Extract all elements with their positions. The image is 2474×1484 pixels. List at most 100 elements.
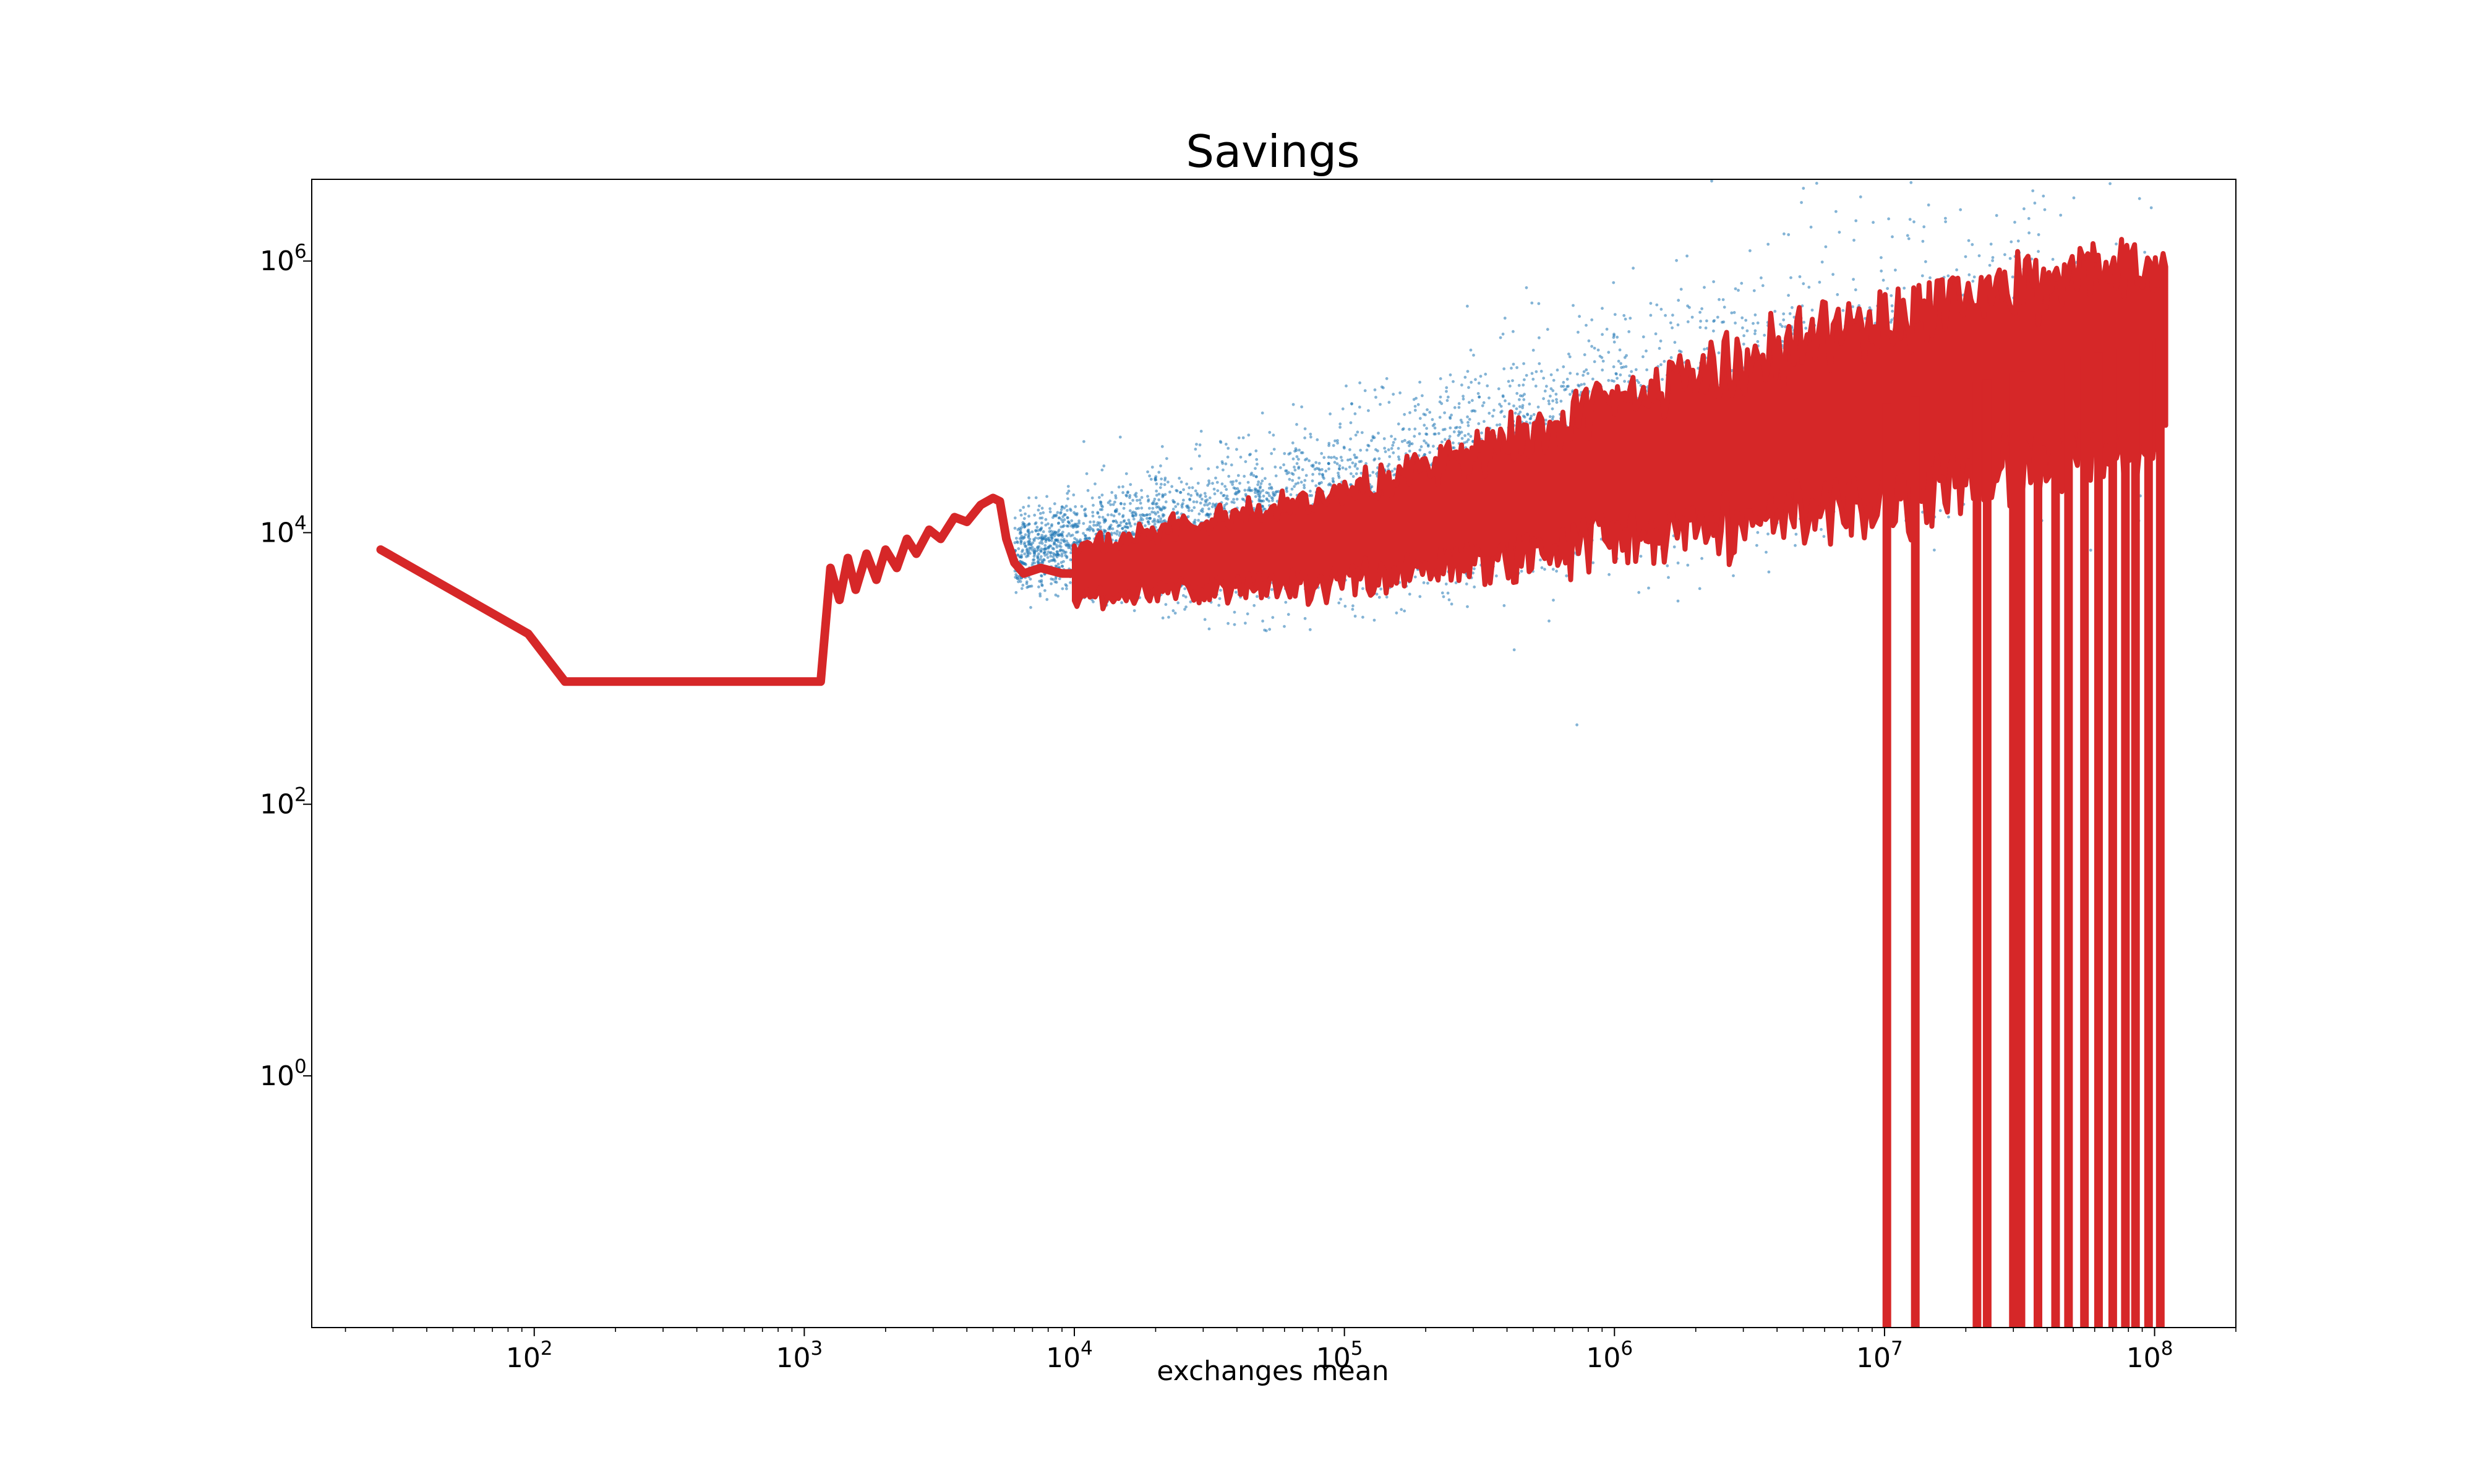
scatter-point	[1027, 522, 1031, 526]
scatter-point	[1800, 201, 1804, 204]
scatter-point	[1540, 566, 1544, 569]
scatter-point	[1023, 541, 1026, 545]
scatter-point	[1321, 475, 1325, 479]
scatter-point	[1106, 513, 1110, 517]
scatter-point	[1238, 482, 1241, 485]
scatter-point	[1717, 351, 1721, 355]
scatter-point	[1293, 468, 1297, 472]
scatter-point	[1379, 403, 1382, 406]
scatter-point	[1531, 377, 1535, 381]
scatter-point	[2008, 257, 2012, 260]
scatter-point	[1619, 362, 1623, 365]
scatter-point	[1059, 548, 1063, 552]
scatter-point	[1019, 555, 1023, 559]
scatter-point	[1607, 573, 1611, 576]
scatter-point	[1262, 507, 1265, 511]
scatter-point	[1227, 474, 1231, 478]
scatter-point	[1267, 500, 1271, 503]
scatter-point	[1368, 474, 1372, 477]
scatter-point	[1382, 437, 1386, 440]
scatter-point	[1710, 179, 1713, 183]
scatter-point	[1649, 302, 1653, 305]
scatter-point	[1019, 540, 1023, 544]
scatter-point	[1055, 544, 1058, 547]
scatter-point	[1470, 380, 1473, 384]
scatter-point	[1686, 320, 1690, 323]
scatter-point	[1259, 485, 1262, 488]
scatter-point	[1022, 536, 1026, 539]
scatter-point	[1110, 491, 1114, 494]
scatter-point	[1671, 313, 1674, 317]
scatter-point	[2051, 258, 2055, 261]
scatter-point	[1418, 417, 1422, 420]
scatter-point	[1336, 441, 1340, 445]
scatter-point	[1512, 330, 1515, 333]
scatter-point	[1555, 401, 1559, 404]
scatter-point	[1716, 315, 1719, 319]
scatter-point	[1056, 594, 1059, 598]
scatter-point	[1112, 514, 1116, 518]
scatter-point	[1547, 402, 1551, 406]
scatter-point	[1047, 522, 1050, 526]
scatter-point	[1432, 432, 1436, 436]
scatter-point	[1205, 512, 1209, 516]
scatter-point	[1552, 599, 1555, 602]
scatter-point	[1831, 273, 1835, 276]
scatter-point	[1449, 417, 1452, 420]
scatter-point	[1100, 508, 1104, 511]
scatter-point	[1261, 411, 1264, 415]
scatter-point	[1316, 438, 1319, 441]
scatter-point	[1555, 398, 1558, 401]
scatter-point	[1272, 433, 1275, 437]
scatter-point	[1244, 493, 1248, 496]
scatter-point	[1546, 328, 1549, 331]
scatter-point	[1372, 458, 1376, 462]
scatter-point	[1593, 360, 1596, 364]
scatter-point	[1567, 352, 1570, 356]
scatter-point	[1458, 425, 1462, 429]
scatter-point	[1320, 452, 1324, 455]
scatter-point	[1880, 256, 1883, 259]
scatter-point	[1425, 427, 1429, 430]
scatter-point	[1675, 258, 1679, 262]
scatter-point	[1076, 530, 1079, 534]
scatter-point	[1518, 398, 1521, 401]
scatter-point	[1616, 335, 1619, 339]
scatter-point	[1704, 326, 1708, 330]
scatter-point	[1303, 436, 1307, 440]
scatter-point	[1440, 440, 1444, 444]
scatter-point	[1448, 435, 1452, 438]
scatter-point	[1042, 511, 1045, 514]
scatter-point	[1752, 289, 1756, 292]
scatter-point	[1333, 461, 1337, 464]
scatter-point	[1534, 385, 1538, 388]
scatter-point	[1163, 476, 1167, 480]
scatter-point	[1567, 385, 1570, 388]
scatter-point	[1373, 388, 1377, 391]
scatter-point	[1967, 239, 1971, 242]
scatter-point	[1499, 404, 1503, 408]
scatter-point	[1216, 489, 1220, 492]
scatter-point	[1445, 399, 1449, 403]
scatter-point	[1044, 534, 1048, 538]
scatter-point	[1438, 416, 1442, 419]
scatter-point	[1607, 378, 1611, 382]
scatter-point	[1182, 594, 1185, 597]
scatter-point	[1408, 411, 1411, 414]
scatter-point	[1123, 502, 1126, 506]
scatter-point	[1523, 416, 1526, 419]
scatter-point	[1431, 418, 1434, 421]
scatter-point	[1065, 524, 1069, 527]
scatter-point	[1308, 459, 1311, 463]
scatter-point	[1342, 445, 1346, 449]
scatter-point	[1110, 513, 1113, 517]
scatter-point	[1178, 477, 1181, 480]
scatter-point	[1150, 510, 1154, 514]
scatter-point	[1745, 329, 1749, 333]
scatter-point	[1324, 469, 1328, 473]
scatter-point	[1487, 411, 1491, 415]
scatter-point	[1121, 527, 1124, 531]
scatter-point	[1852, 239, 1856, 242]
scatter-point	[1612, 365, 1616, 369]
scatter-point	[1252, 603, 1256, 607]
